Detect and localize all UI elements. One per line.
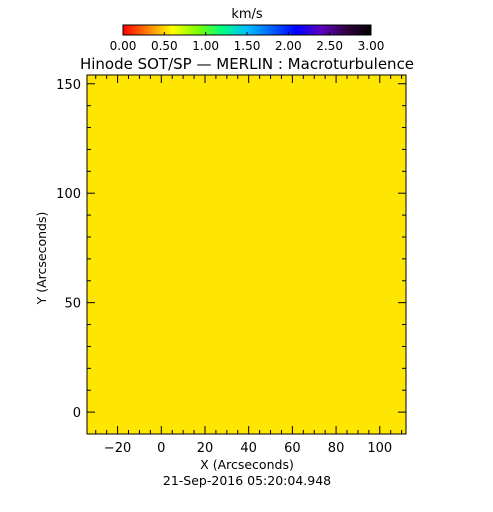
x-tick-label: 0 [157, 441, 165, 456]
chart-title: Hinode SOT/SP — MERLIN : Macroturbulence [80, 55, 414, 73]
x-tick-label: 40 [240, 441, 257, 456]
colorbar-tick-label: 1.50 [234, 39, 261, 53]
observation-timestamp: 21-Sep-2016 05:20:04.948 [163, 473, 331, 488]
x-tick-label: 80 [328, 441, 345, 456]
y-tick-label: 100 [56, 187, 81, 202]
colorbar-tick-label: 3.00 [358, 39, 385, 53]
colorbar-tick-label: 1.00 [192, 39, 219, 53]
x-axis-label: X (Arcseconds) [200, 457, 294, 472]
colorbar-tick-label: 2.00 [275, 39, 302, 53]
y-tick-label: 0 [73, 406, 81, 421]
colorbar-tick-label: 2.50 [316, 39, 343, 53]
y-axis-label: Y (Arcseconds) [34, 212, 49, 306]
colorbar-ticks: 0.00 0.50 1.00 1.50 2.00 2.50 3.00 [110, 32, 385, 53]
axis-tick-labels: −20 0 20 40 60 80 100 0 50 100 150 [56, 78, 392, 456]
macroturbulence-map [86, 74, 407, 435]
x-tick-label: −20 [104, 441, 131, 456]
colorbar-unit-label: km/s [231, 7, 263, 22]
axis-ticks [87, 75, 406, 435]
y-tick-label: 150 [56, 78, 81, 93]
x-tick-label: 100 [367, 441, 392, 456]
colorbar-tick-label: 0.50 [151, 39, 178, 53]
x-tick-label: 60 [284, 441, 301, 456]
y-tick-label: 50 [64, 297, 81, 312]
x-tick-label: 20 [197, 441, 214, 456]
colorbar-tick-label: 0.00 [110, 39, 137, 53]
